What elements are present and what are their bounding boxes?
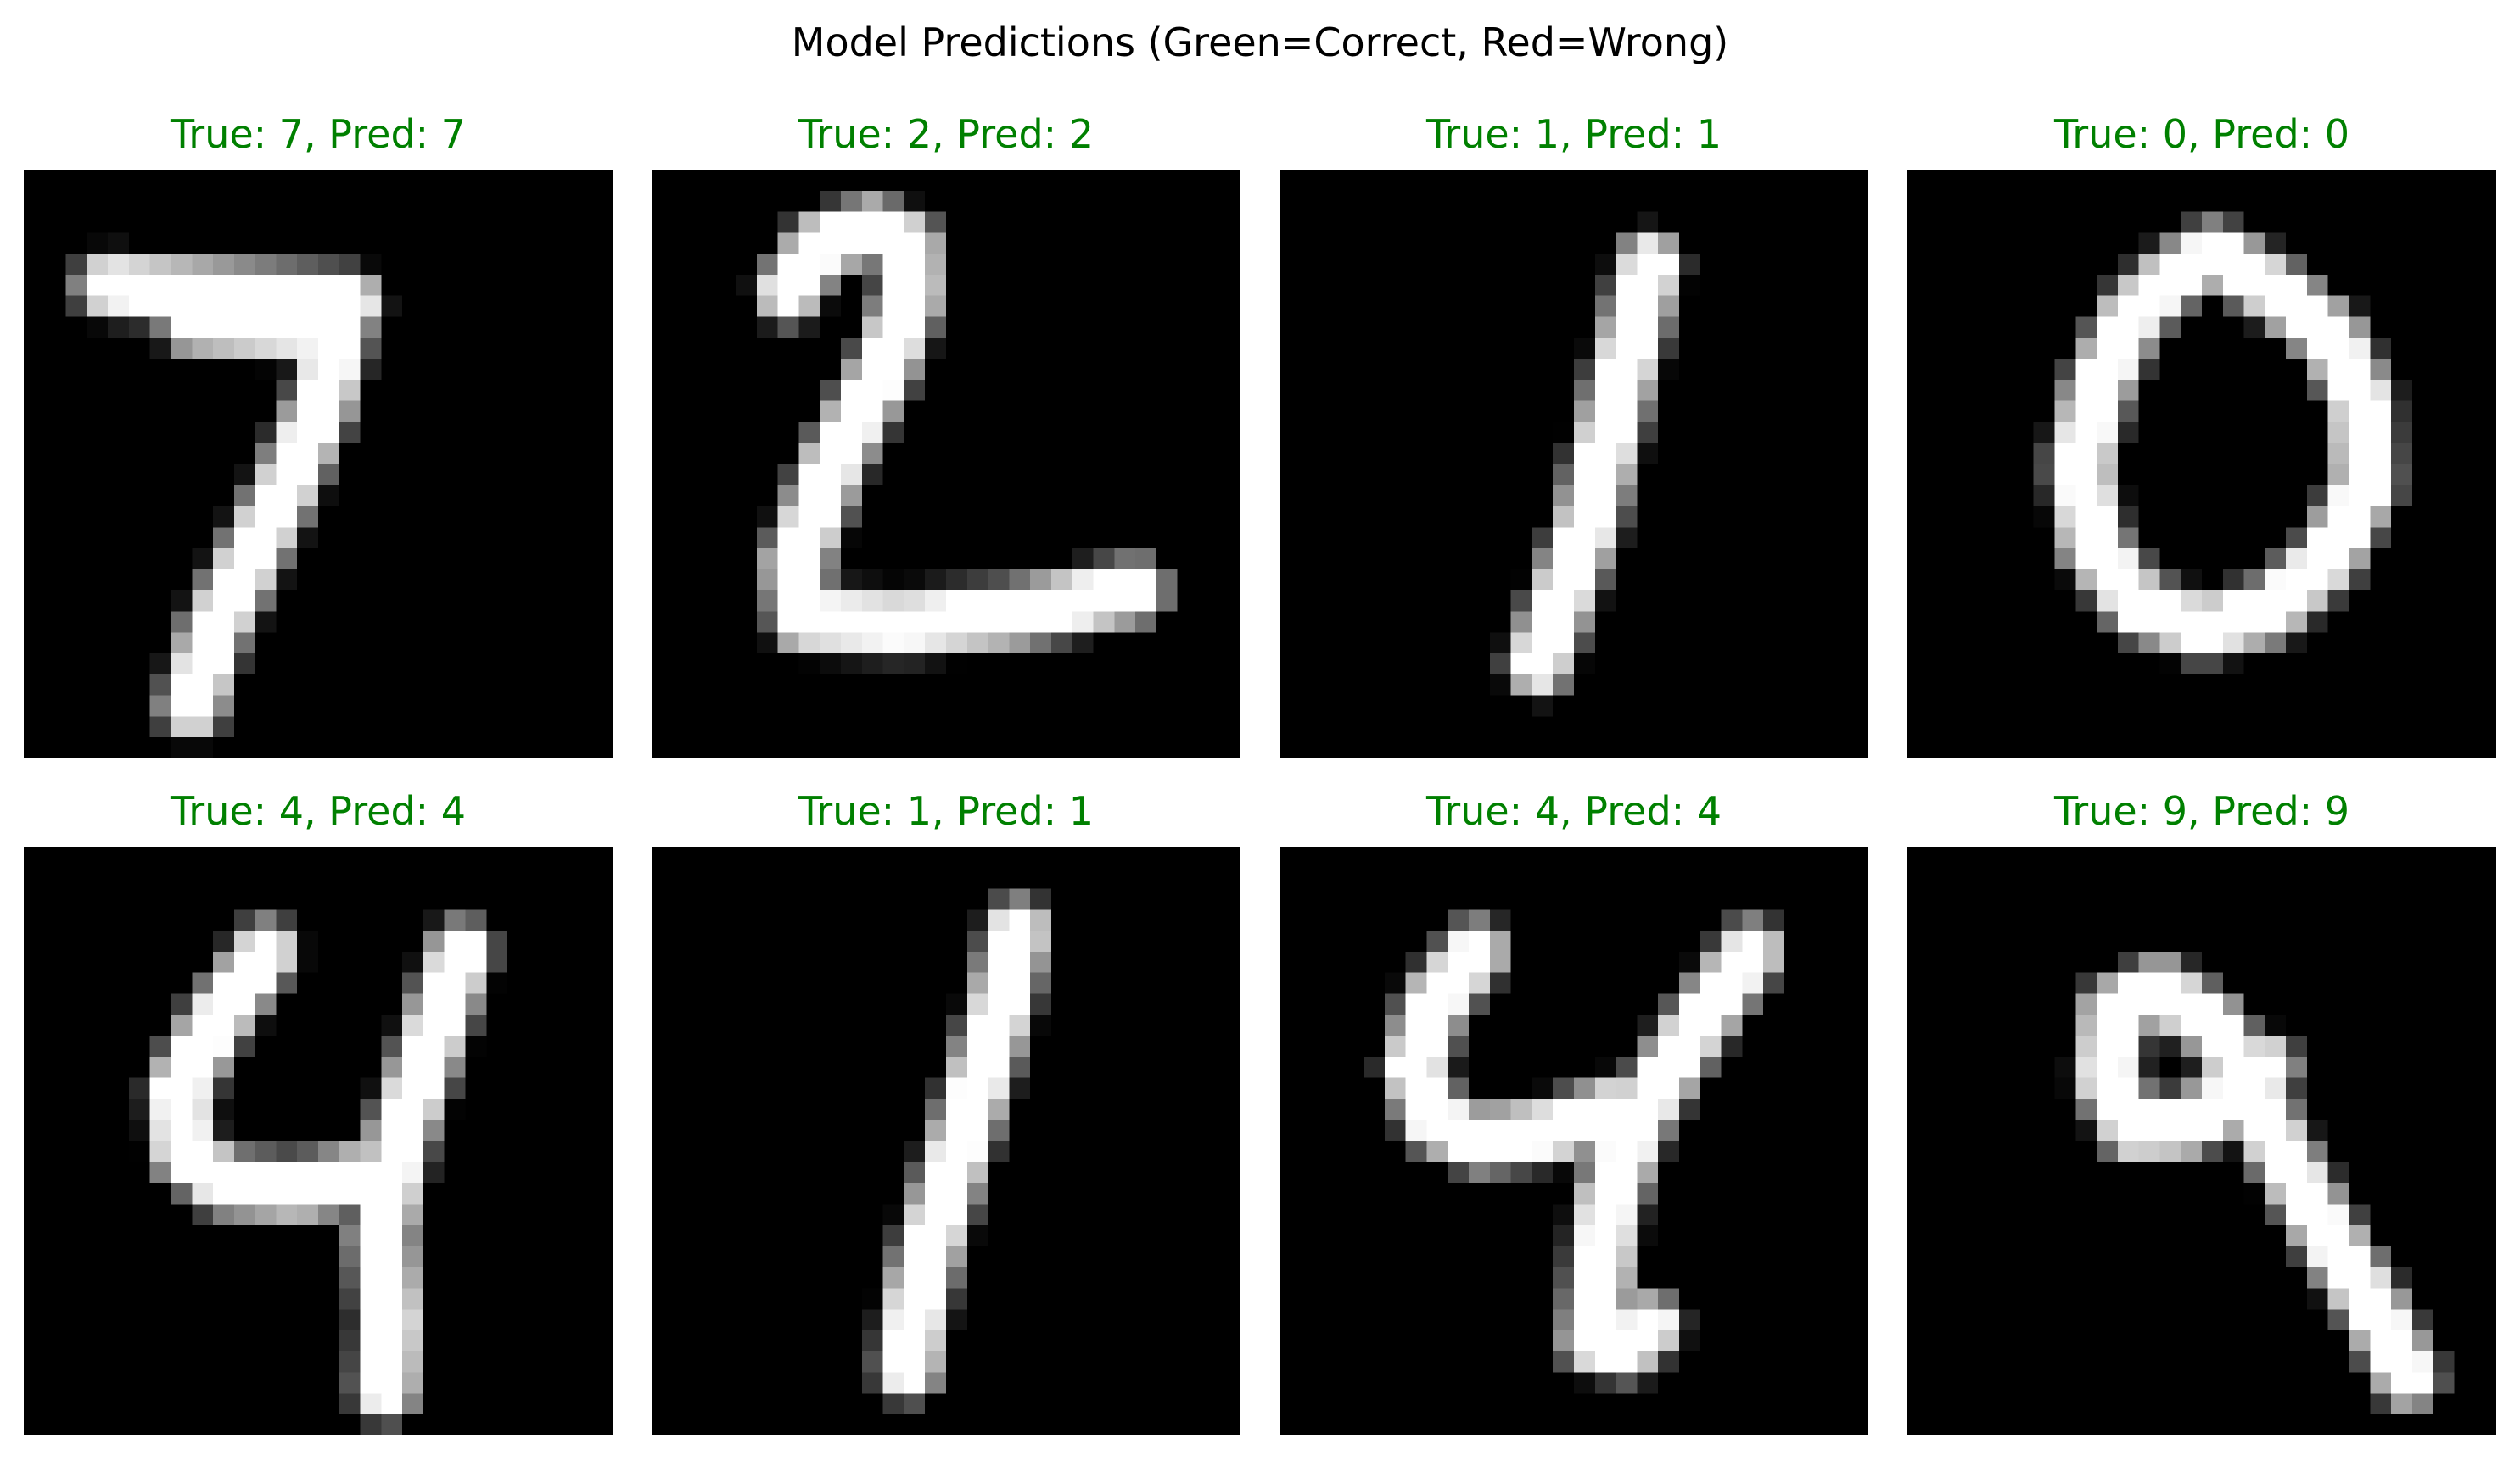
digit-image [1280,170,1868,758]
panel-title: True: 9, Pred: 9 [2053,788,2350,834]
panel-title: True: 2, Pred: 2 [798,111,1095,157]
panel-title: True: 7, Pred: 7 [170,111,467,157]
digit-image [652,170,1240,758]
digit-image [652,847,1240,1435]
digit-image [24,170,613,758]
digit-image [1280,847,1868,1435]
panel-title: True: 1, Pred: 1 [1425,111,1722,157]
digit-image [1907,847,2496,1435]
panel-title: True: 0, Pred: 0 [2053,111,2350,157]
digit-image [24,847,613,1435]
panel-title: True: 1, Pred: 1 [798,788,1095,834]
panel-title: True: 4, Pred: 4 [170,788,467,834]
figure-title: Model Predictions (Green=Correct, Red=Wr… [791,20,1729,65]
digit-image [1907,170,2496,758]
panel-title: True: 4, Pred: 4 [1425,788,1722,834]
